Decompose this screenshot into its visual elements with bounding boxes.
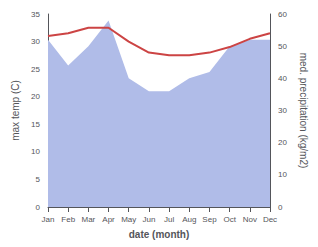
svg-text:40: 40 [278,74,287,83]
svg-text:max temp (C): max temp (C) [10,80,21,141]
svg-text:Nov: Nov [243,215,257,224]
svg-text:30: 30 [278,106,287,115]
svg-text:25: 25 [31,65,40,74]
svg-text:5: 5 [36,175,41,184]
svg-text:Feb: Feb [61,215,75,224]
svg-text:Aug: Aug [182,215,196,224]
svg-text:Jul: Jul [164,215,174,224]
svg-text:Jun: Jun [142,215,155,224]
svg-text:20: 20 [278,138,287,147]
svg-text:date (month): date (month) [129,229,190,240]
svg-text:60: 60 [278,10,287,19]
svg-text:10: 10 [278,170,287,179]
svg-text:Sep: Sep [202,215,217,224]
svg-text:Mar: Mar [81,215,95,224]
svg-text:15: 15 [31,120,40,129]
svg-text:med. precipitation (kg/m2): med. precipitation (kg/m2) [298,53,309,169]
svg-text:0: 0 [36,203,41,212]
svg-text:30: 30 [31,37,40,46]
svg-text:35: 35 [31,10,40,19]
svg-text:Jan: Jan [42,215,55,224]
svg-text:Oct: Oct [223,215,236,224]
svg-text:0: 0 [278,203,283,212]
svg-text:10: 10 [31,147,40,156]
svg-text:20: 20 [31,92,40,101]
svg-text:Apr: Apr [102,215,115,224]
svg-text:50: 50 [278,42,287,51]
svg-text:Dec: Dec [263,215,277,224]
svg-text:May: May [121,215,136,224]
